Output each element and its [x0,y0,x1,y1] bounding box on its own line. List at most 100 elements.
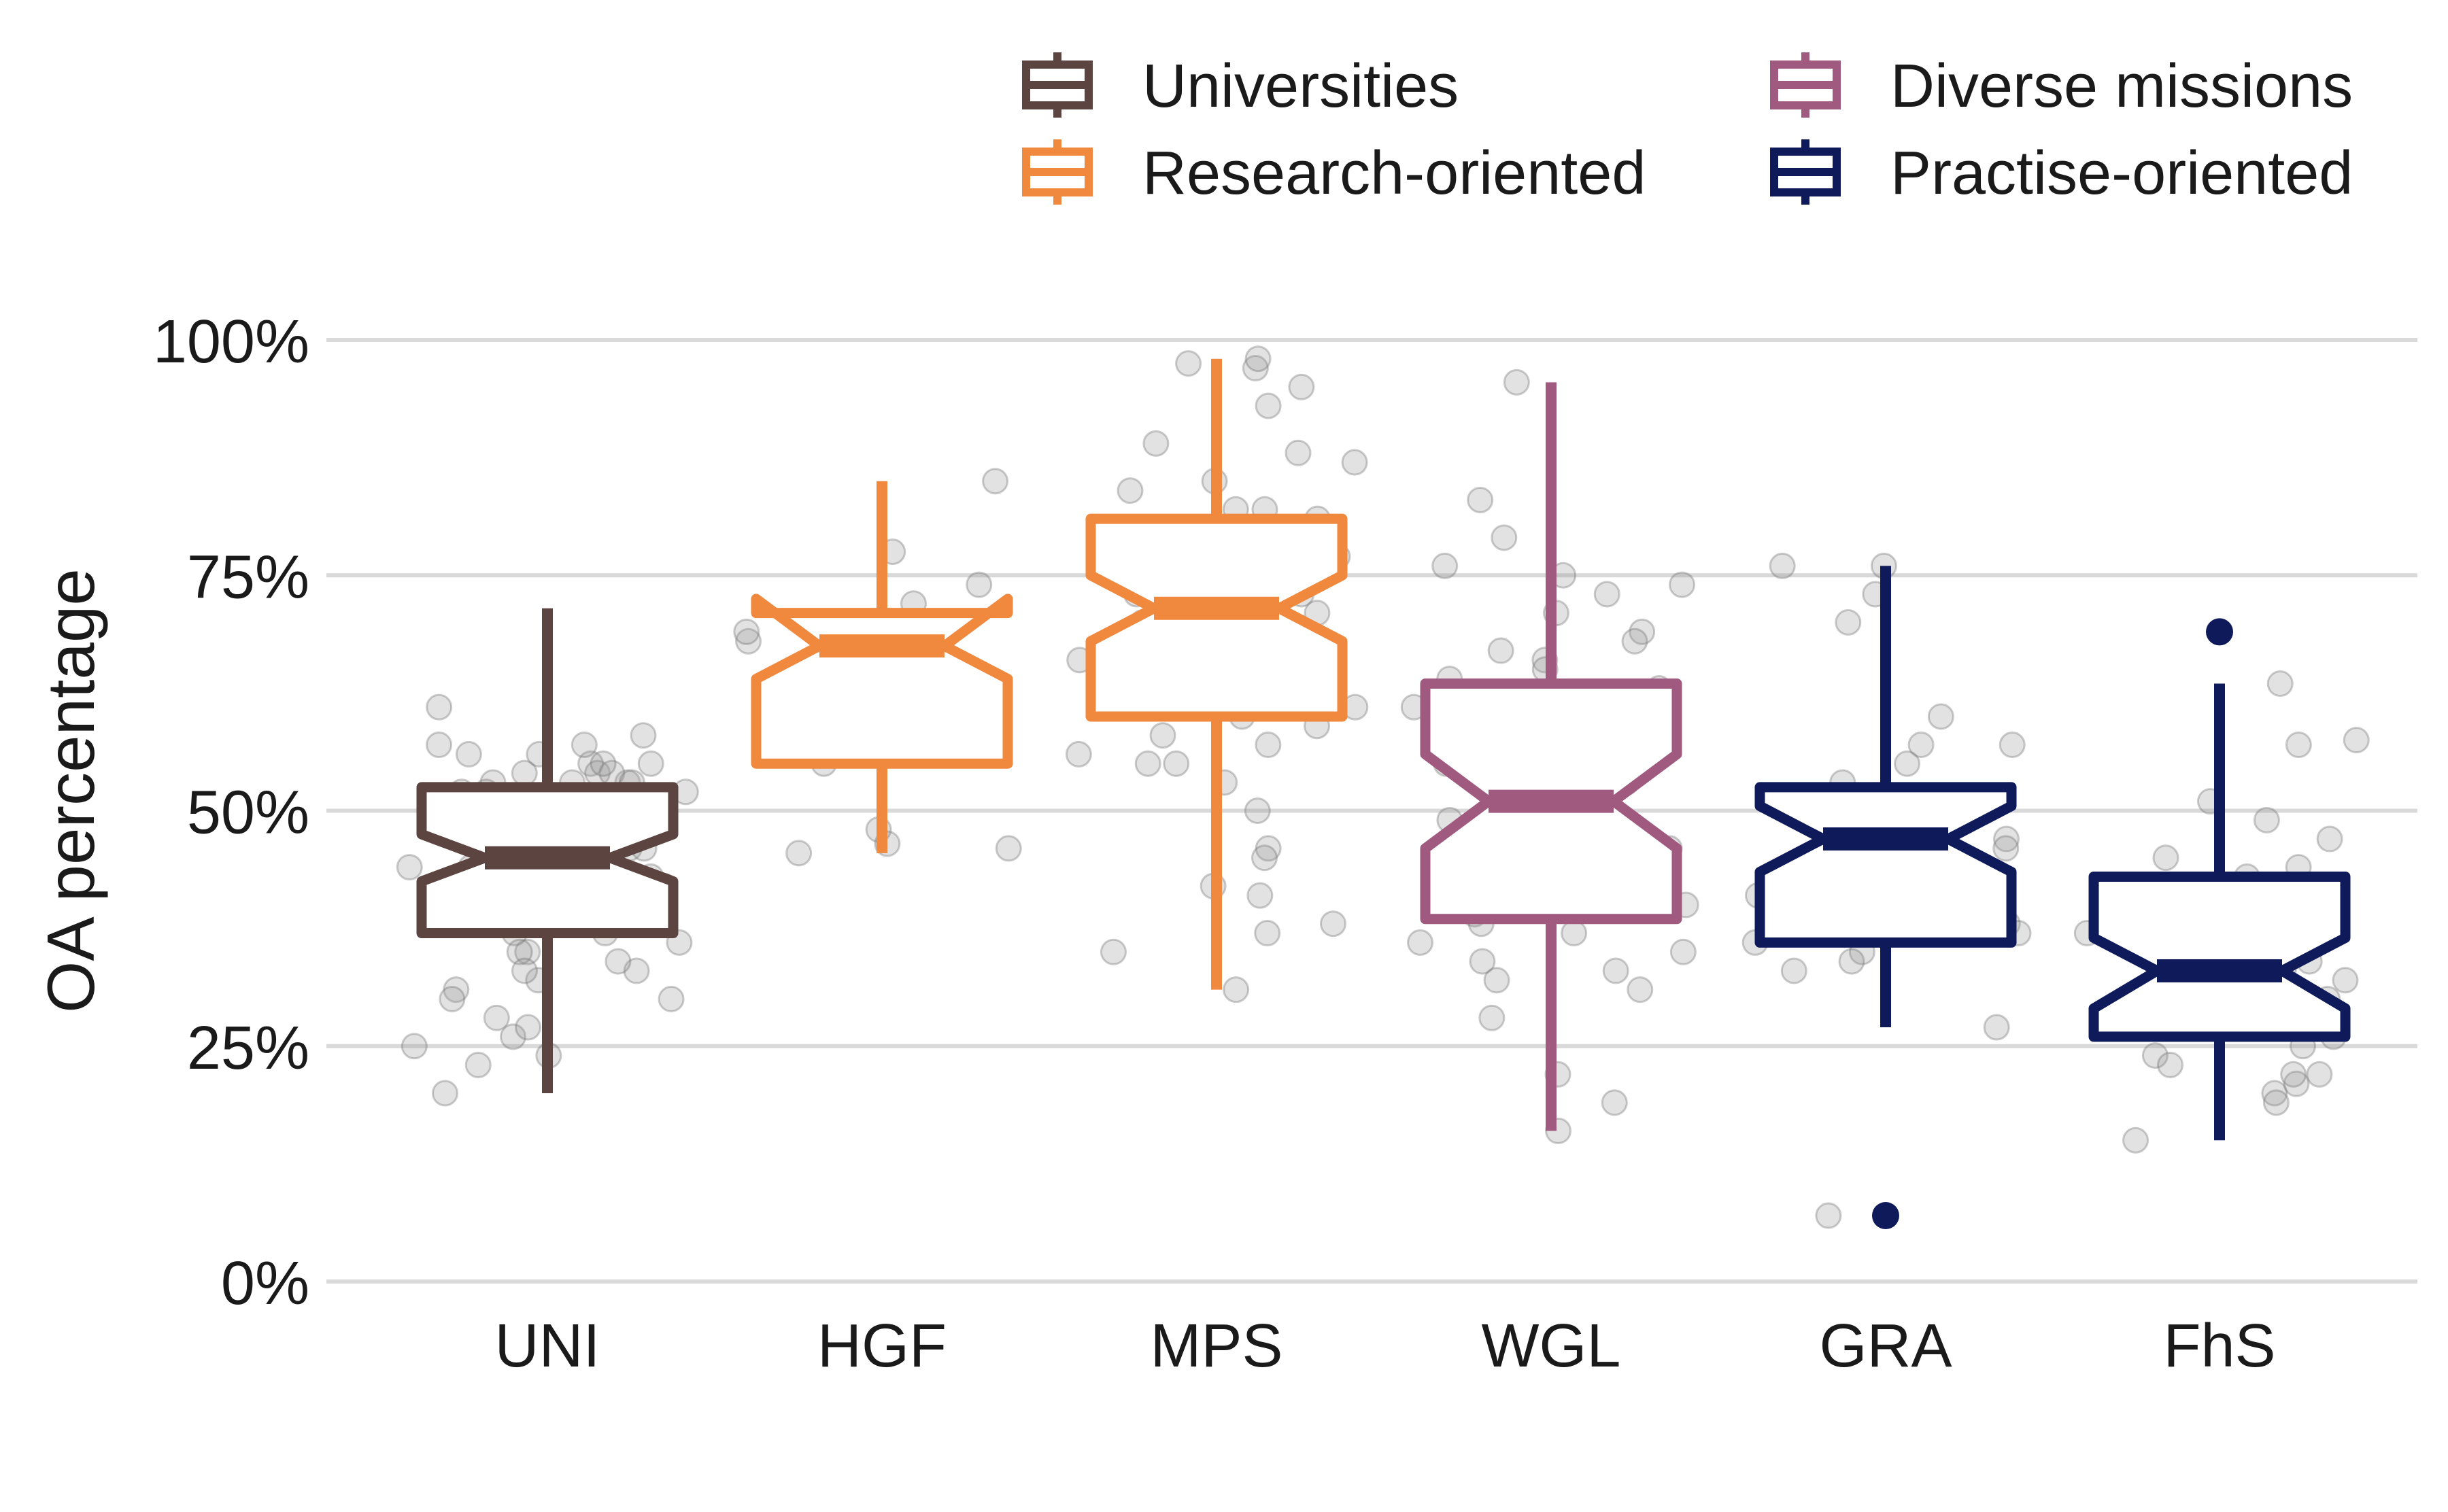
hgf-point [785,840,813,867]
fhs-point [2306,1061,2333,1088]
mps-point [1134,750,1161,777]
uni-point [506,938,533,965]
mps-point [1244,797,1271,824]
legend-item-universities: Universities [1022,52,1459,120]
x-tick-label-wgl: WGL [1481,1312,1620,1380]
uni-point [658,986,685,1012]
uni-point [577,750,605,777]
mps-point [1242,355,1269,382]
fhs-point [2141,1042,2169,1069]
box-hgf [751,481,1013,853]
gra-point [1927,703,1954,730]
uni-point [500,1023,527,1050]
fhs-point [2253,806,2280,834]
fhs-point [2262,1089,2290,1116]
gra-point [1838,948,1865,975]
uni-point [443,976,470,1003]
box-body-hgf [751,594,1013,769]
gra-point [1907,732,1935,759]
mps-point [1163,750,1190,777]
wgl-point [1669,571,1696,598]
mps-point [1246,882,1274,909]
mps-point [1255,732,1282,759]
wgl-point [1621,628,1648,655]
uni-point [455,740,482,768]
y-tick-label-100: 100% [153,308,309,376]
x-tick-label-uni: UNI [495,1312,600,1380]
outlier-fhs [2206,618,2233,646]
gra-point [1992,835,2020,862]
uni-point [464,1051,492,1078]
legend-item-diverse-missions: Diverse missions [1770,52,2353,120]
hgf-point [966,571,993,598]
uni-point [630,722,657,749]
mps-point [1285,439,1312,466]
y-tick-label-50: 50% [187,779,309,847]
x-tick-label-gra: GRA [1819,1312,1952,1380]
wgl-point [1503,368,1530,396]
mps-point [1288,373,1315,400]
wgl-point [1627,976,1654,1003]
legend-label-universities: Universities [1142,52,1459,120]
legend-label-diverse-missions: Diverse missions [1890,52,2353,120]
wgl-point [1601,1089,1628,1116]
uni-point [590,750,617,777]
uni-point [439,986,466,1012]
uni-point [426,693,453,721]
box-wgl [1420,382,1682,1131]
box-body-gra [1754,782,2017,948]
mps-point [1244,345,1272,373]
gra-point [1894,750,1921,777]
wgl-point [1478,1004,1506,1031]
mps-point [1341,449,1368,476]
mps-point [1100,938,1127,965]
wgl-point [1602,957,1629,984]
mps-point [1255,835,1282,862]
fhs-point [2283,1070,2310,1097]
uni-point [605,948,632,975]
gra-point [1993,825,2020,853]
uni-point [511,759,538,787]
wgl-point [1483,967,1510,994]
wgl-point [1669,938,1697,965]
mps-point [1223,976,1250,1003]
y-axis-title: OA percentage [33,568,108,1013]
y-tick-label-0: 0% [221,1250,309,1318]
y-axis: 0% 25% 50% 75% 100% [153,308,309,1318]
gra-point [1999,732,2026,759]
hgf-point [733,618,760,645]
uni-point [426,732,453,759]
mps-point [1251,844,1278,872]
mps-point [1175,350,1202,377]
x-tick-label-hgf: HGF [817,1312,947,1380]
x-axis: UNI HGF MPS WGL GRA FhS [495,1312,2276,1380]
fhs-point [2316,825,2343,853]
gra-point [1769,552,1796,579]
mps-point [1117,477,1144,504]
fhs-point [2157,1051,2184,1078]
mps-point [1142,430,1170,457]
legend-item-practise-oriented: Practise-oriented [1770,139,2353,207]
x-tick-label-fhs: FhS [2163,1312,2275,1380]
legend: Universities Diverse missions Research-ori… [1022,52,2353,207]
uni-point [515,1014,542,1041]
boxes [416,358,2351,1230]
outlier-gra [1872,1202,1899,1230]
box-body-fhs [2088,871,2351,1042]
fhs-point [2261,1080,2288,1107]
legend-item-research-oriented: Research-oriented [1022,139,1646,207]
gra-point [1983,1014,2010,1041]
uni-point [396,854,423,881]
uni-point [623,957,650,984]
y-tick-label-75: 75% [187,543,309,611]
fhs-point [2122,1127,2149,1154]
uni-point [514,938,541,965]
uni-point [401,1033,428,1060]
box-fhs [2088,618,2351,1141]
wgl-point [1491,524,1518,551]
gra-point [1835,609,1862,636]
fhs-point [2152,844,2179,872]
fhs-point [2332,967,2359,994]
fhs-point [2280,1061,2307,1088]
